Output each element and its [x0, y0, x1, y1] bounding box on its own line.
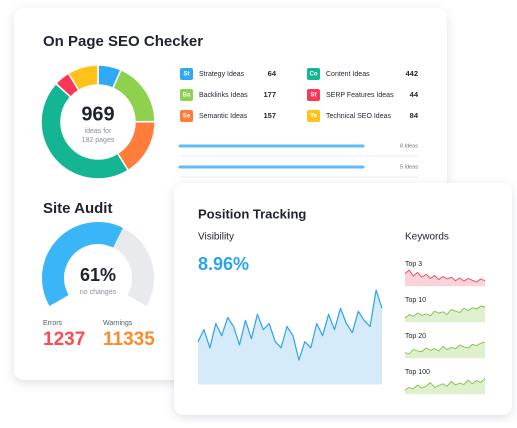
idea-name: Backlinks Ideas	[199, 92, 248, 99]
keyword-spark-area	[405, 342, 485, 359]
idea-count: 64	[268, 69, 277, 78]
keywords-label: Keywords	[405, 232, 449, 243]
idea-badge-text: Se	[183, 114, 191, 120]
idea-badge-text: Te	[310, 114, 317, 120]
keyword-label: Top 3	[405, 261, 422, 268]
keyword-spark-line	[404, 341, 486, 355]
idea-count: 157	[263, 111, 276, 120]
idea-badge	[180, 110, 193, 122]
seo-title: On Page SEO Checker	[43, 33, 203, 50]
progress-label: 5 Ideas	[400, 164, 418, 170]
keyword-label: Top 20	[405, 333, 426, 340]
visibility-chart	[197, 289, 383, 385]
audit-title: Site Audit	[43, 200, 112, 217]
audit-caption: no changes	[80, 289, 117, 296]
visibility-area	[198, 290, 382, 385]
keyword-spark-line	[404, 269, 486, 283]
gauge-value	[42, 222, 123, 306]
keyword-spark-line	[404, 377, 486, 391]
gauge	[42, 222, 154, 306]
warnings-label: Warnings	[103, 320, 133, 327]
idea-badge	[180, 89, 193, 101]
idea-badge	[307, 110, 320, 122]
visibility-value: 8.96%	[198, 254, 249, 274]
visibility-label: Visibility	[198, 232, 234, 243]
idea-count: 442	[405, 69, 418, 78]
seo-total: 969	[81, 103, 114, 125]
visibility-line	[197, 289, 383, 361]
seo-caption: 182 pages	[82, 137, 115, 144]
warnings-value: 11335	[103, 329, 155, 350]
idea-name: Strategy Ideas	[199, 71, 245, 78]
idea-count: 44	[410, 90, 419, 99]
donut	[40, 64, 156, 180]
idea-badge	[180, 68, 193, 80]
seo-caption: ideas for	[85, 128, 113, 135]
idea-count: 84	[410, 111, 419, 120]
idea-name: Semantic Ideas	[199, 113, 248, 120]
keyword-spark-area	[405, 306, 485, 323]
idea-name: Content Ideas	[326, 71, 370, 78]
idea-count: 177	[263, 90, 276, 99]
keyword-label: Top 100	[405, 369, 430, 376]
progress-label: 8 Ideas	[400, 143, 418, 149]
idea-name: Technical SEO Ideas	[326, 113, 391, 120]
errors-label: Errors	[43, 320, 63, 327]
progress-list: 8 Ideas 5 Ideas	[178, 143, 418, 178]
audit-score: 61%	[80, 265, 116, 285]
idea-badge-text: St	[184, 72, 190, 78]
idea-badge-text: Co	[310, 72, 318, 78]
keyword-label: Top 10	[405, 297, 426, 304]
idea-badge-text: Sf	[311, 93, 318, 99]
errors-value: 1237	[43, 329, 85, 350]
idea-badge-text: Ba	[183, 93, 191, 99]
donut-segment	[40, 82, 130, 180]
idea-name: SERP Features Ideas	[326, 92, 394, 99]
tracking-title: Position Tracking	[198, 206, 306, 221]
idea-badge	[307, 68, 320, 80]
idea-badge	[307, 89, 320, 101]
donut-segment	[67, 64, 99, 92]
ideas-table: St Strategy Ideas 64 Ba Backlinks Ideas 177 Se…	[180, 68, 419, 122]
keyword-spark-area	[405, 378, 485, 395]
keyword-spark-line	[404, 305, 486, 319]
keywords-list: Top 3 Top 10 Top 20 Top 100	[404, 261, 486, 395]
